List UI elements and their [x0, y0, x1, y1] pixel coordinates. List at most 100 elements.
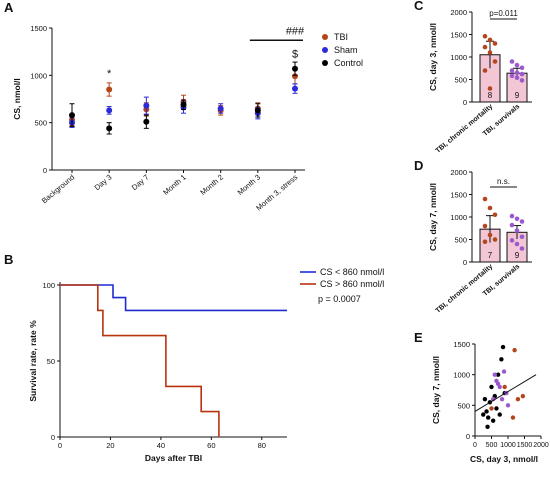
- data-point-c: [514, 75, 520, 80]
- data-point-c: [519, 71, 525, 77]
- y-tick-label-d: 1000: [450, 213, 467, 222]
- data-point-a: [106, 107, 113, 114]
- y-tick-label-c: 0: [463, 98, 467, 107]
- n-label-d: 7: [488, 251, 493, 260]
- y-tick-label-c: 1500: [450, 31, 467, 40]
- data-point-a: [106, 125, 113, 132]
- data-point-c: [509, 59, 515, 64]
- data-point-d: [509, 222, 515, 228]
- data-point-e: [502, 384, 507, 390]
- x-tick-label-a: Month 1: [161, 173, 188, 197]
- y-axis-label-e: CS, day 7, nmol/l: [431, 356, 441, 424]
- legend-label-a: Sham: [334, 45, 358, 55]
- data-point-a: [254, 107, 261, 114]
- data-point-a: [217, 105, 224, 112]
- data-point-e: [495, 372, 501, 377]
- y-axis-label-b: Survival rate, rate %: [28, 320, 38, 402]
- legend-marker-a: [322, 47, 328, 53]
- data-point-e: [489, 384, 494, 390]
- legend-label-b: CS > 860 nmol/l: [320, 279, 384, 289]
- data-point-d: [482, 239, 488, 245]
- data-point-c: [514, 70, 520, 76]
- y-tick-label-a: 0: [43, 166, 47, 175]
- data-point-d: [487, 205, 493, 211]
- y-tick-label-d: 1500: [450, 191, 467, 200]
- data-point-d: [492, 237, 498, 242]
- data-point-a: [143, 118, 150, 125]
- data-point-e: [497, 384, 502, 390]
- data-point-e: [490, 418, 496, 423]
- data-point-a: [292, 73, 298, 80]
- x-tick-label-e: 500: [486, 442, 498, 449]
- data-point-e: [489, 406, 494, 411]
- data-point-e: [512, 347, 517, 353]
- annotation-a: $: [292, 48, 298, 60]
- p-value-b: p = 0.0007: [318, 294, 361, 304]
- data-point-c: [509, 73, 515, 79]
- data-point-d: [492, 212, 498, 218]
- data-point-c: [482, 44, 488, 50]
- data-point-c: [519, 65, 525, 71]
- data-point-c: [487, 86, 493, 91]
- panel-label-a: A: [4, 0, 14, 15]
- x-tick-label-a: Day 7: [130, 173, 151, 192]
- data-point-e: [501, 369, 507, 374]
- x-tick-label-a: Background: [40, 173, 76, 206]
- y-tick-label-a: 1500: [30, 24, 47, 33]
- data-point-d: [482, 223, 488, 229]
- data-point-d: [514, 241, 520, 247]
- data-point-e: [484, 409, 489, 414]
- data-point-c: [487, 50, 493, 55]
- n-label-c: 9: [515, 91, 520, 100]
- data-point-c: [482, 34, 488, 39]
- x-tick-label-a: Month 2: [198, 173, 225, 197]
- x-tick-label-e: 0: [473, 442, 477, 449]
- data-point-d: [487, 232, 493, 238]
- legend-label-b: CS < 860 nmol/l: [320, 267, 384, 277]
- y-tick-label-b: 100: [42, 281, 55, 290]
- data-point-d: [519, 234, 525, 240]
- y-axis-label-d: CS, day 7, nmol/l: [428, 183, 438, 251]
- trend-line-e: [474, 374, 537, 412]
- data-point-e: [520, 393, 526, 399]
- x-tick-label-b: 0: [58, 441, 62, 450]
- y-tick-label-d: 2000: [450, 168, 467, 177]
- x-tick-label-e: 2000: [533, 442, 549, 449]
- y-tick-label-a: 500: [34, 119, 47, 128]
- n-label-c: 8: [488, 91, 493, 100]
- y-tick-label-d: 500: [454, 236, 467, 245]
- x-tick-label-a: Day 3: [93, 173, 114, 192]
- data-point-d: [509, 238, 515, 243]
- y-axis-label-c: CS, day 3, nmol/l: [428, 23, 438, 91]
- y-tick-label-c: 2000: [450, 8, 467, 17]
- data-point-e: [485, 424, 490, 429]
- data-point-c: [482, 68, 488, 73]
- panel-label-b: B: [4, 252, 13, 267]
- panel-label-c: C: [414, 0, 424, 13]
- data-point-c: [519, 78, 525, 83]
- y-tick-label-e: 0: [466, 432, 470, 441]
- data-point-e: [486, 415, 491, 420]
- panel-b: B 0 50 100 0 20 40 60 80 Days after TBI Survival r…: [4, 252, 384, 463]
- y-tick-label-b: 0: [51, 433, 55, 442]
- n-label-d: 9: [515, 251, 520, 260]
- data-point-d: [519, 219, 525, 224]
- data-point-e: [492, 372, 497, 377]
- data-point-c: [492, 59, 498, 64]
- y-tick-label-b: 50: [47, 357, 55, 366]
- legend-marker-a: [322, 60, 328, 66]
- y-tick-label-d: 0: [463, 258, 467, 267]
- x-tick-label-b: 60: [207, 441, 215, 450]
- data-point-e: [499, 357, 504, 362]
- survival-line-b: [60, 284, 287, 312]
- legend-label-a: TBI: [334, 32, 348, 42]
- y-tick-label-e: 500: [457, 401, 470, 410]
- significance-label-d: n.s.: [497, 177, 510, 186]
- data-point-e: [499, 397, 505, 402]
- panel-label-d: D: [414, 158, 423, 173]
- data-point-e: [497, 412, 502, 417]
- panel-label-e: E: [414, 330, 423, 345]
